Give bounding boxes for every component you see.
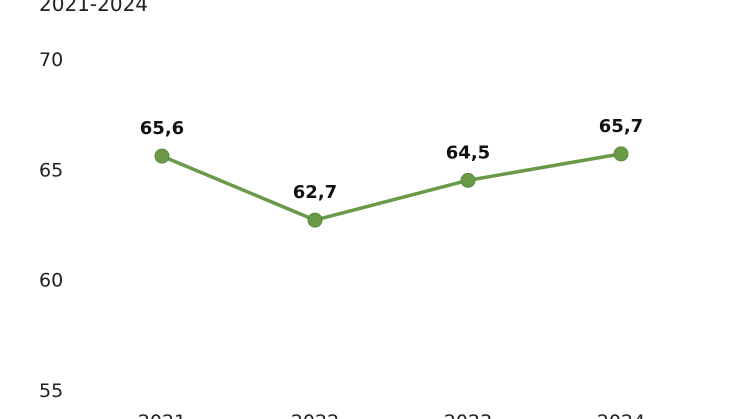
x-tick-label: 2023 bbox=[444, 411, 492, 419]
series-line bbox=[161, 152, 622, 222]
data-point bbox=[307, 212, 323, 228]
x-tick-label: 2024 bbox=[597, 411, 645, 419]
data-label: 65,6 bbox=[140, 118, 184, 139]
data-label: 64,5 bbox=[446, 142, 490, 163]
x-tick-label: 2021 bbox=[138, 411, 186, 419]
chart-subtitle: 2021-2024 bbox=[39, 0, 149, 16]
data-label: 62,7 bbox=[293, 182, 337, 203]
data-point bbox=[460, 172, 476, 188]
data-label: 65,7 bbox=[599, 116, 643, 137]
y-tick-label: 55 bbox=[39, 380, 63, 402]
y-tick-label: 60 bbox=[39, 270, 63, 292]
data-point bbox=[613, 146, 629, 162]
y-tick-label: 65 bbox=[39, 159, 63, 181]
x-tick-label: 2022 bbox=[291, 411, 339, 419]
data-point bbox=[154, 148, 170, 164]
y-tick-label: 70 bbox=[39, 49, 63, 71]
